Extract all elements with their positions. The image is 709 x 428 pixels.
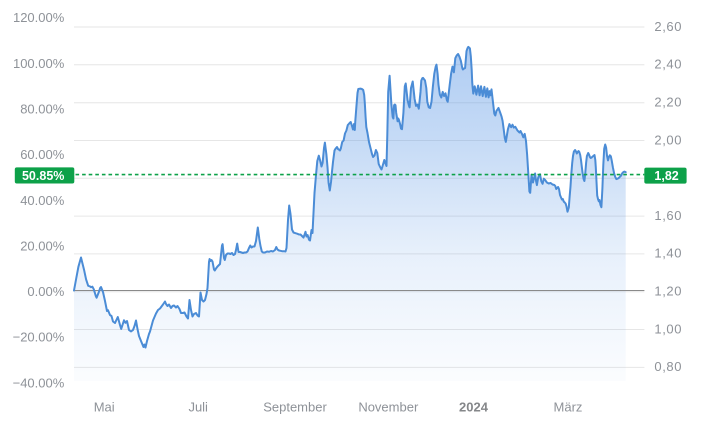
svg-text:0,80: 0,80 [654,359,682,374]
svg-text:1,00: 1,00 [654,321,682,336]
svg-text:50.85%: 50.85% [22,169,64,183]
svg-text:November: November [358,400,419,415]
svg-text:März: März [554,400,583,415]
svg-text:1,60: 1,60 [654,208,682,223]
svg-text:20.00%: 20.00% [20,238,65,253]
svg-text:September: September [263,400,327,415]
svg-text:0.00%: 0.00% [27,284,64,299]
svg-text:2,20: 2,20 [654,95,682,110]
svg-text:1,20: 1,20 [654,284,682,299]
svg-text:2,00: 2,00 [654,132,682,147]
svg-text:2,60: 2,60 [654,19,682,34]
svg-text:100.00%: 100.00% [13,56,65,71]
svg-text:2024: 2024 [459,400,489,415]
svg-text:60.00%: 60.00% [20,147,65,162]
svg-text:1,82: 1,82 [654,169,678,183]
svg-text:120.00%: 120.00% [13,10,65,25]
svg-text:40.00%: 40.00% [20,193,65,208]
svg-text:Mai: Mai [94,400,115,415]
svg-text:−20.00%: −20.00% [13,330,65,345]
svg-text:−40.00%: −40.00% [13,375,65,390]
svg-text:2,40: 2,40 [654,57,682,72]
svg-text:Juli: Juli [188,400,208,415]
svg-text:80.00%: 80.00% [20,102,65,117]
svg-text:1,40: 1,40 [654,246,682,261]
